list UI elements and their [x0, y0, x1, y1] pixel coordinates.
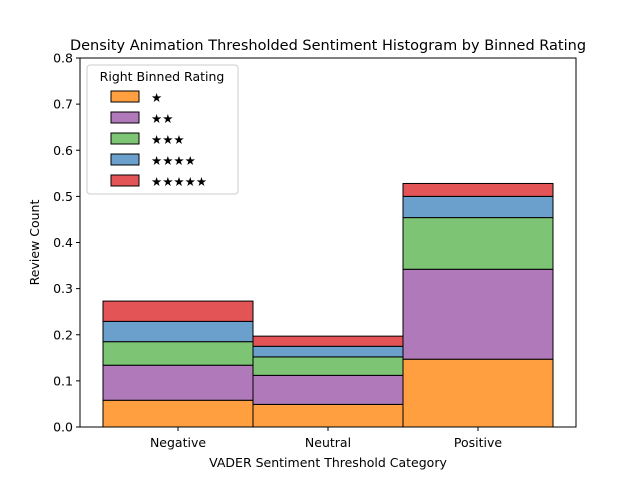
bar-segment: [102, 300, 254, 322]
bar-segment: [102, 341, 254, 366]
y-axis: 0.0 0.1 0.2 0.3 0.4 0.5 0.6 0.7 0.8: [53, 51, 80, 435]
bar-segment: [402, 268, 554, 360]
legend-label: ★★: [151, 111, 173, 126]
x-axis: Negative Neutral Positive: [150, 427, 502, 450]
legend-swatch: [110, 153, 140, 166]
legend-label: ★★★★★: [151, 174, 207, 189]
bar-segment: [252, 356, 404, 376]
legend-label: ★★★★: [151, 153, 196, 168]
y-tick-label: 0.2: [53, 327, 73, 342]
legend-title: Right Binned Rating: [100, 69, 225, 84]
y-tick-label: 0.0: [53, 420, 73, 435]
legend-items: ★★★★★★★★★★★★★★★: [110, 90, 207, 189]
legend-swatch: [110, 90, 140, 103]
x-axis-label: VADER Sentiment Threshold Category: [209, 455, 447, 470]
y-tick-label: 0.1: [53, 373, 73, 388]
legend-swatch: [110, 132, 140, 145]
legend-label: ★★★: [151, 132, 185, 147]
bar-segment: [102, 320, 254, 343]
y-tick-label: 0.6: [53, 143, 73, 158]
y-axis-label: Review Count: [27, 200, 42, 286]
bar-segment: [402, 195, 554, 219]
x-tick-label: Neutral: [305, 435, 351, 450]
chart-title: Density Animation Thresholded Sentiment …: [70, 38, 586, 54]
y-tick-label: 0.3: [53, 281, 73, 296]
bar-segment: [252, 335, 404, 347]
y-tick-label: 0.5: [53, 189, 73, 204]
bar-segment: [252, 345, 404, 358]
bar-segment: [402, 182, 554, 197]
y-tick-label: 0.4: [53, 235, 73, 250]
bar-segment: [102, 399, 254, 428]
bar-segment: [252, 374, 404, 405]
bars: [102, 182, 554, 428]
legend-swatch: [110, 174, 140, 187]
legend-swatch: [110, 111, 140, 124]
bar-segment: [102, 364, 254, 401]
legend: Right Binned Rating ★★★★★★★★★★★★★★★: [86, 64, 239, 195]
legend-label: ★: [151, 90, 162, 105]
bar-segment: [252, 403, 404, 428]
x-tick-label: Negative: [150, 435, 206, 450]
bar-segment: [402, 217, 554, 270]
plot-frame: [79, 57, 577, 428]
bar-segment: [402, 358, 554, 428]
y-tick-label: 0.8: [53, 51, 73, 66]
x-tick-label: Positive: [454, 435, 502, 450]
y-tick-label: 0.7: [53, 97, 73, 112]
